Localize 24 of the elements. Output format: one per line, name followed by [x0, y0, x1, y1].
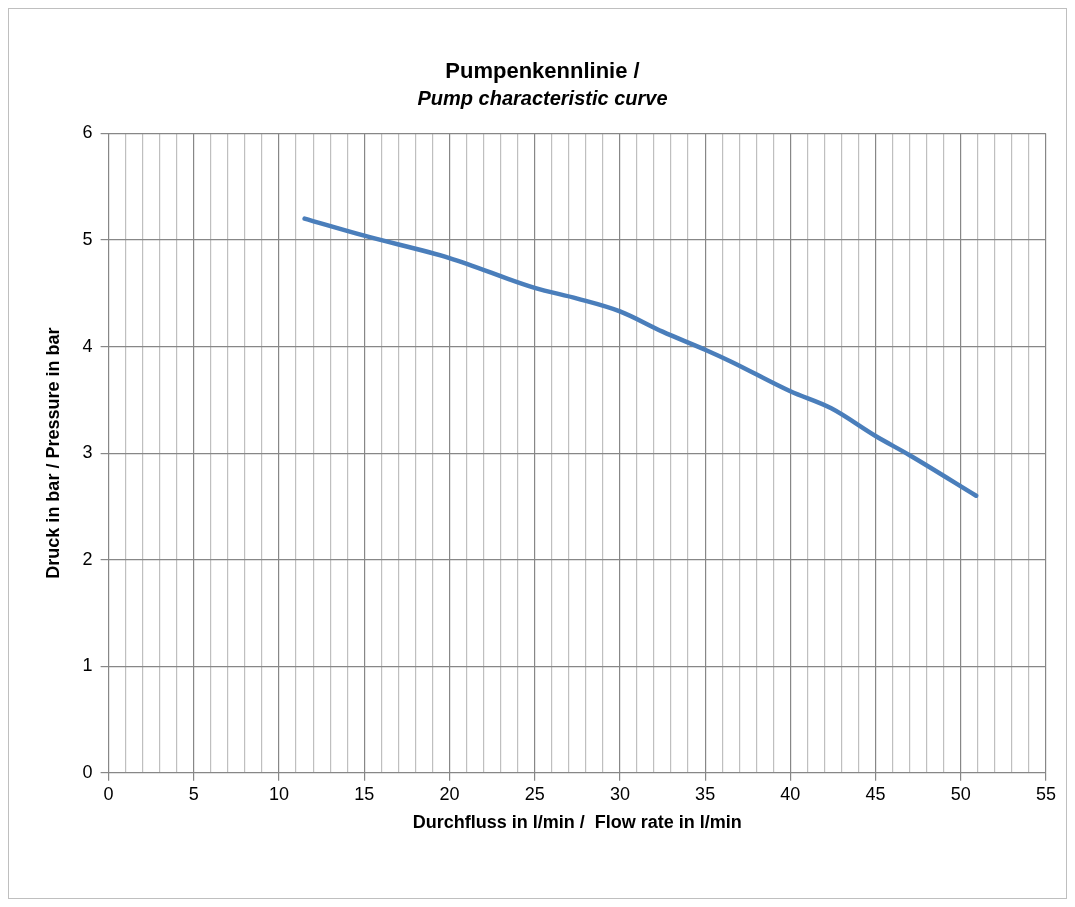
x-tick-label: 10 — [269, 783, 290, 804]
y-tick-label: 5 — [82, 228, 93, 249]
x-tick-label: 50 — [950, 783, 971, 804]
y-axis-title: Druck in bar / Pressure in bar — [42, 327, 63, 579]
x-tick-label: 0 — [103, 783, 114, 804]
x-tick-label: 30 — [609, 783, 630, 804]
x-tick-label: 45 — [865, 783, 886, 804]
x-tick-label: 55 — [1035, 783, 1057, 804]
chart-subtitle: Pump characteristic curve — [417, 86, 668, 109]
x-tick-label: 40 — [780, 783, 801, 804]
line-series — [302, 216, 979, 498]
x-tick-label: 35 — [695, 783, 716, 804]
x-tick-label: 25 — [524, 783, 545, 804]
y-tick-label: 6 — [82, 122, 93, 143]
x-tick-label: 15 — [354, 783, 375, 804]
y-tick-label: 4 — [82, 335, 93, 356]
y-tick-label: 0 — [82, 761, 93, 782]
x-tick-label: 5 — [188, 783, 199, 804]
x-axis-title: Durchfluss in l/min / Flow rate in l/min — [412, 812, 742, 833]
y-tick-label: 1 — [82, 655, 93, 676]
x-tick-label: 20 — [439, 783, 460, 804]
y-tick-label: 3 — [82, 442, 93, 463]
y-tick-label: 2 — [82, 548, 93, 569]
chart-title: Pumpenkennlinie / — [445, 58, 640, 84]
